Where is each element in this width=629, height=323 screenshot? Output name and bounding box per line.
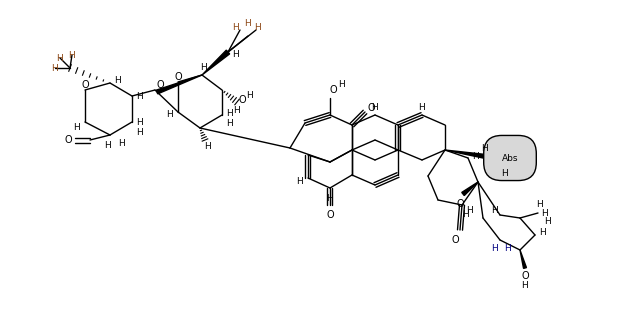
Text: H: H	[326, 193, 333, 203]
Text: H: H	[504, 244, 511, 253]
Text: O: O	[451, 235, 459, 245]
Text: H: H	[482, 143, 488, 152]
Text: H: H	[521, 280, 528, 289]
Text: H: H	[74, 122, 81, 131]
Text: H: H	[492, 205, 498, 214]
Text: H: H	[233, 49, 240, 58]
Text: O: O	[367, 103, 375, 113]
Text: H: H	[136, 128, 143, 137]
Text: O: O	[81, 80, 89, 90]
Text: H: H	[537, 200, 543, 209]
Text: H: H	[297, 176, 303, 185]
Text: H: H	[462, 210, 469, 218]
Text: H: H	[545, 216, 552, 225]
Polygon shape	[520, 250, 526, 268]
Polygon shape	[462, 182, 478, 195]
Text: H: H	[69, 50, 75, 59]
Text: H: H	[136, 91, 143, 100]
Text: H: H	[467, 205, 474, 214]
Text: O: O	[456, 199, 464, 209]
Text: H: H	[52, 64, 58, 72]
Text: O: O	[326, 210, 334, 220]
Polygon shape	[156, 75, 202, 94]
Text: H: H	[419, 102, 425, 111]
Text: H: H	[233, 23, 240, 32]
Text: H: H	[167, 109, 174, 119]
Text: H: H	[136, 118, 143, 127]
Text: H: H	[245, 18, 252, 27]
Text: O: O	[521, 271, 529, 281]
Text: H: H	[201, 62, 208, 71]
Polygon shape	[445, 150, 496, 161]
Text: H: H	[57, 54, 64, 62]
Text: O: O	[174, 72, 182, 82]
Text: H: H	[114, 76, 121, 85]
Text: H: H	[204, 141, 211, 151]
Text: H: H	[542, 209, 548, 217]
Text: O: O	[238, 95, 246, 105]
Text: H: H	[104, 141, 111, 150]
Text: H: H	[255, 23, 262, 32]
Text: H: H	[372, 102, 379, 111]
Text: H: H	[233, 106, 240, 114]
Text: H: H	[501, 169, 508, 178]
Text: H: H	[540, 227, 547, 236]
Text: H: H	[226, 119, 233, 128]
Text: Abs: Abs	[502, 153, 518, 162]
Polygon shape	[202, 50, 230, 75]
Text: H: H	[338, 79, 345, 89]
Text: H: H	[119, 139, 125, 148]
Text: O: O	[329, 85, 337, 95]
Text: H: H	[492, 244, 498, 253]
Text: O: O	[64, 135, 72, 145]
Text: H: H	[226, 109, 233, 118]
Text: H: H	[472, 151, 479, 161]
Text: O: O	[156, 80, 164, 90]
Text: H: H	[247, 90, 253, 99]
